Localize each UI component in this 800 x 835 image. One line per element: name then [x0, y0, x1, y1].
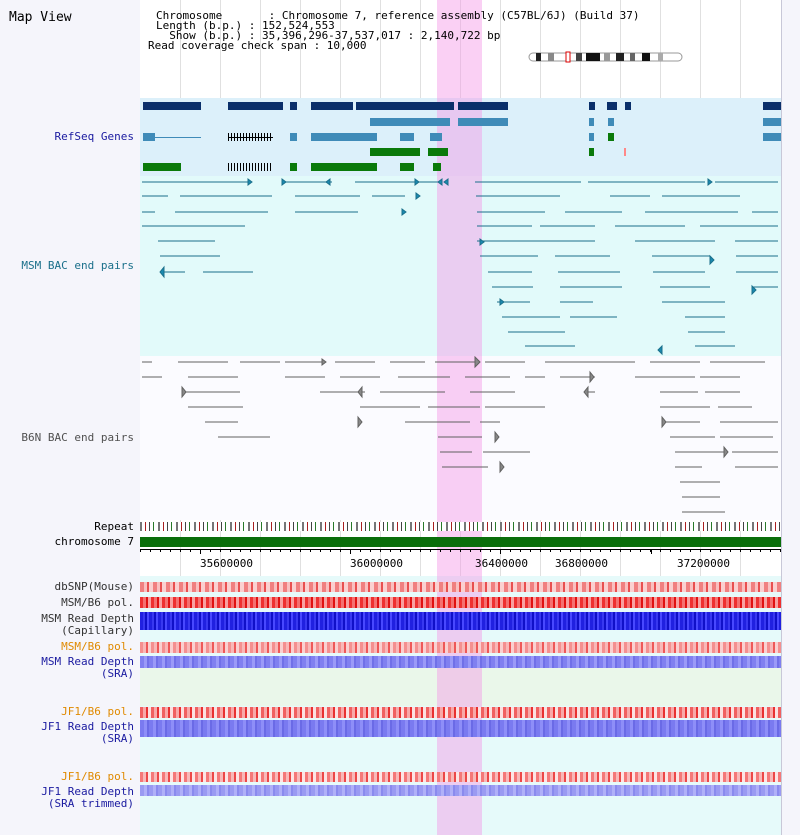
- msm-read-depth-cap-sublabel: (Capillary): [61, 624, 134, 637]
- jf1-read-depth-trim-label: JF1 Read Depth: [41, 785, 134, 798]
- show-range-info: Show (b.p.) : 35,396,296-37,537,017 : 2,…: [156, 29, 501, 42]
- msm-bac-track[interactable]: [140, 176, 781, 356]
- axis-tick-label: 37200000: [677, 557, 730, 570]
- gene-feature[interactable]: [228, 102, 283, 110]
- msm-read-depth-cap-track[interactable]: [140, 612, 781, 630]
- msm-read-depth-cap-label: MSM Read Depth: [41, 612, 134, 625]
- msm-read-depth-sra-track[interactable]: [140, 656, 781, 668]
- b6n-bac-band: [140, 356, 781, 520]
- b6n-bac-track[interactable]: [140, 356, 781, 520]
- length-info: Length (b.p.) : 152,524,553: [156, 19, 335, 32]
- gene-feature[interactable]: [228, 133, 273, 141]
- gene-feature[interactable]: [290, 102, 297, 110]
- refseq-label: RefSeq Genes: [54, 130, 134, 143]
- chromosome-ideogram[interactable]: [528, 51, 684, 63]
- b6n-bac-label: B6N BAC end pairs: [21, 431, 134, 444]
- gene-feature[interactable]: [400, 133, 414, 141]
- gene-feature[interactable]: [607, 102, 617, 110]
- gene-feature[interactable]: [608, 118, 614, 126]
- axis-tick-label: 36000000: [350, 557, 403, 570]
- dbsnp-track[interactable]: [140, 582, 781, 592]
- gene-feature[interactable]: [228, 163, 273, 171]
- gap-band-1: [140, 666, 781, 706]
- gene-feature[interactable]: [589, 133, 594, 141]
- jf1-b6-pol-label-2: JF1/B6 pol.: [61, 770, 134, 783]
- axis-tick: [651, 549, 652, 554]
- chromosome-info: Chromosome : Chromosome 7, reference ass…: [156, 9, 640, 22]
- axis-minor-ticks: [140, 549, 781, 552]
- selection-highlight[interactable]: [437, 0, 482, 835]
- gene-feature[interactable]: [608, 133, 614, 141]
- gene-feature[interactable]: [143, 102, 201, 110]
- gene-feature[interactable]: [356, 102, 454, 110]
- gene-feature[interactable]: [311, 163, 377, 171]
- gene-feature[interactable]: [290, 163, 297, 171]
- gene-feature[interactable]: [589, 118, 594, 126]
- msm-b6-pol-label-1: MSM/B6 pol.: [61, 596, 134, 609]
- gene-feature[interactable]: [589, 102, 595, 110]
- jf1-b6-pol-track-1[interactable]: [140, 707, 781, 718]
- dbsnp-label: dbSNP(Mouse): [54, 580, 134, 593]
- jf1-read-depth-sra-label: JF1 Read Depth: [41, 720, 134, 733]
- gene-feature[interactable]: [290, 133, 297, 141]
- jf1-read-depth-trim-track[interactable]: [140, 785, 781, 796]
- msm-b6-pol-track-2[interactable]: [140, 642, 781, 653]
- page-title: Map View: [9, 10, 72, 25]
- repeat-label: Repeat: [94, 520, 134, 533]
- chromosome-bar[interactable]: [140, 537, 781, 547]
- msm-read-depth-sra-label: MSM Read Depth: [41, 655, 134, 668]
- gene-feature[interactable]: [458, 102, 508, 110]
- chromosome-label: chromosome 7: [54, 535, 134, 548]
- jf1-read-depth-sra-sublabel: (SRA): [100, 732, 134, 745]
- axis-tick: [350, 549, 351, 554]
- jf1-b6-pol-track-2[interactable]: [140, 772, 781, 782]
- gene-feature[interactable]: [589, 148, 594, 156]
- axis-tick-label: 36400000: [475, 557, 528, 570]
- axis-tick-label: 35600000: [200, 557, 253, 570]
- msm-read-depth-sra-sublabel: (SRA): [100, 667, 134, 680]
- jf1-b6-pol-label-1: JF1/B6 pol.: [61, 705, 134, 718]
- gene-intron: [143, 137, 201, 138]
- gene-feature[interactable]: [763, 133, 781, 141]
- gene-feature[interactable]: [458, 118, 508, 126]
- gene-feature[interactable]: [370, 118, 450, 126]
- msm-bac-label: MSM BAC end pairs: [21, 259, 134, 272]
- gene-feature[interactable]: [400, 163, 414, 171]
- gene-feature[interactable]: [430, 133, 442, 141]
- gene-feature[interactable]: [143, 133, 155, 141]
- msm-b6-pol-track-1[interactable]: [140, 597, 781, 608]
- jf1-read-depth-trim-sublabel: (SRA trimmed): [47, 797, 134, 810]
- gene-feature[interactable]: [763, 118, 781, 126]
- gene-feature[interactable]: [624, 148, 626, 156]
- coverage-info: Read coverage check span : 10,000: [148, 39, 367, 52]
- axis-tick: [500, 549, 501, 554]
- gene-feature[interactable]: [433, 163, 441, 171]
- gene-feature[interactable]: [763, 102, 781, 110]
- axis-tick-label: 36800000: [555, 557, 608, 570]
- gene-feature[interactable]: [370, 148, 420, 156]
- gene-feature[interactable]: [311, 133, 377, 141]
- repeat-track[interactable]: [140, 522, 781, 531]
- axis-tick: [200, 549, 201, 554]
- msm-b6-pol-label-2: MSM/B6 pol.: [61, 640, 134, 653]
- gene-feature[interactable]: [143, 163, 181, 171]
- gene-feature[interactable]: [428, 148, 448, 156]
- gene-feature[interactable]: [625, 102, 631, 110]
- jf1-read-depth-sra-track[interactable]: [140, 720, 781, 737]
- gene-feature[interactable]: [311, 102, 353, 110]
- msm-bac-band: [140, 176, 781, 356]
